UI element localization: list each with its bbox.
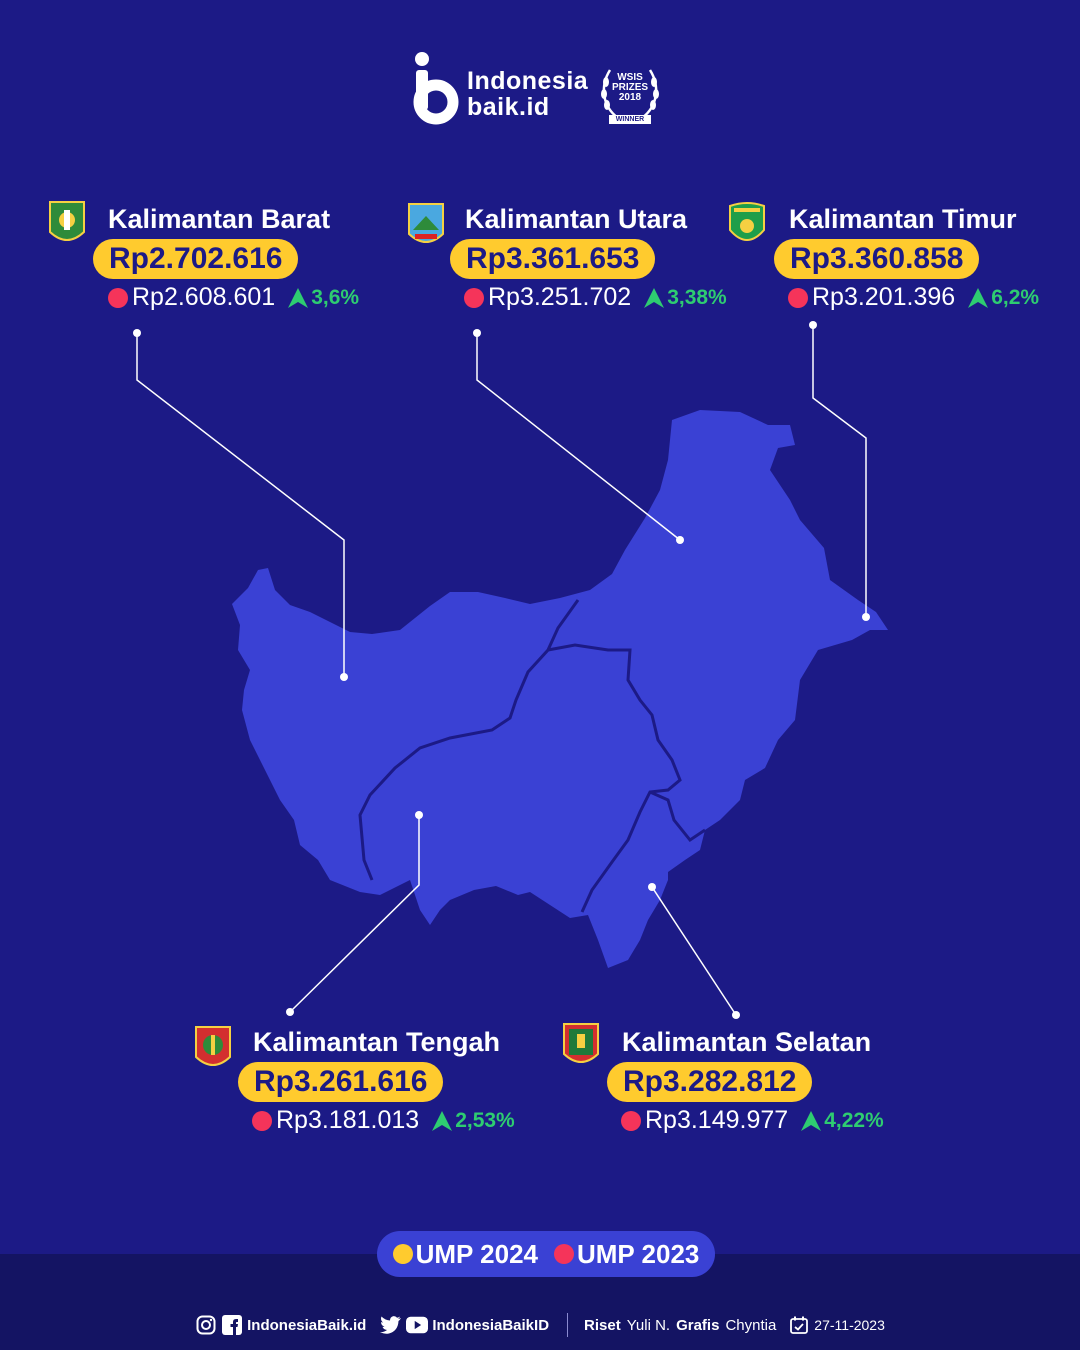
ump-2023-value: Rp3.181.013 <box>276 1106 420 1134</box>
growth-indicator: 2,53% <box>431 1109 515 1133</box>
instagram-icon[interactable] <box>195 1314 217 1336</box>
legend-item-ump-2024: UMP 2024 <box>392 1238 538 1270</box>
kalteng-emblem-icon <box>195 1026 231 1066</box>
kalut-emblem-icon <box>408 203 444 243</box>
ump-2023-row: Rp2.608.601 3,6% <box>108 283 359 312</box>
arrow-up-icon <box>644 287 665 308</box>
region-name: Kalimantan Utara <box>465 204 688 234</box>
legend-dot-yellow <box>392 1244 413 1264</box>
laurel-icon <box>601 69 659 119</box>
growth-value: 3,38% <box>667 285 727 309</box>
footer-divider <box>567 1313 569 1337</box>
growth-indicator: 3,38% <box>643 286 727 310</box>
wsis-award-text: WSIS PRIZES 2018 <box>611 72 649 103</box>
region-name: Kalimantan Barat <box>108 204 331 234</box>
legend-dot-red <box>554 1244 574 1264</box>
brand-name: Indonesia baik.id <box>467 68 588 120</box>
leader-lines <box>136 325 867 1016</box>
arrow-up-icon <box>288 287 309 308</box>
kalbar-emblem-icon <box>49 201 85 241</box>
wsis-award-badge: WSIS PRIZES 2018 WINNER <box>598 62 668 132</box>
growth-indicator: 3,6% <box>287 286 359 310</box>
legend-item-ump-2023: UMP 2023 <box>554 1239 699 1270</box>
ump-2023-dot <box>252 1110 272 1131</box>
footer-date: 27-11-2023 <box>814 1317 885 1333</box>
ump-2023-dot <box>108 287 128 308</box>
growth-indicator: 6,2% <box>967 286 1039 310</box>
arrow-up-icon <box>801 1110 822 1131</box>
kalsel-emblem-icon <box>563 1023 599 1063</box>
growth-value: 6,2% <box>991 285 1040 309</box>
riset-label: Riset <box>584 1316 621 1334</box>
calendar-icon <box>788 1314 810 1336</box>
brand-line1: Indonesia <box>467 67 589 95</box>
kaltim-emblem-icon <box>729 202 765 241</box>
twitter-icon[interactable] <box>380 1314 402 1336</box>
legend-label: UMP 2024 <box>415 1238 538 1269</box>
grafis-name: Chyntia <box>725 1316 777 1334</box>
facebook-icon[interactable] <box>221 1314 243 1336</box>
ump-2023-dot <box>464 287 484 308</box>
ump-2023-dot <box>621 1110 641 1131</box>
ump-2023-value: Rp2.608.601 <box>132 283 276 311</box>
arrow-up-icon <box>968 287 989 308</box>
growth-value: 4,22% <box>824 1108 884 1132</box>
ump-2023-row: Rp3.201.396 6,2% <box>788 283 1039 312</box>
riset-name: Yuli N. <box>626 1316 671 1334</box>
kalimantan-island-shape <box>232 410 888 968</box>
indonesiabaik-logo-icon <box>413 52 459 125</box>
footer-handle-2[interactable]: IndonesiaBaikID <box>432 1316 550 1334</box>
grafis-label: Grafis <box>676 1316 720 1334</box>
leader-dots <box>133 321 870 1019</box>
ump-2024-value: Rp2.702.616 <box>93 239 299 279</box>
ump-2024-value: Rp3.361.653 <box>450 239 656 279</box>
ump-2023-row: Rp3.181.013 2,53% <box>252 1106 515 1135</box>
footer-handle-1[interactable]: IndonesiaBaik.id <box>247 1316 367 1334</box>
ump-2023-value: Rp3.251.702 <box>488 283 632 311</box>
growth-value: 3,6% <box>311 285 360 309</box>
legend: UMP 2024 UMP 2023 <box>377 1231 715 1277</box>
growth-indicator: 4,22% <box>800 1109 884 1133</box>
ump-2024-value: Rp3.360.858 <box>774 239 980 279</box>
ump-2023-row: Rp3.251.702 3,38% <box>464 283 727 312</box>
ump-2023-value: Rp3.201.396 <box>812 283 956 311</box>
youtube-icon[interactable] <box>406 1314 429 1336</box>
legend-label: UMP 2023 <box>577 1238 700 1269</box>
wsis-winner-label: WINNER <box>609 115 651 124</box>
growth-value: 2,53% <box>455 1108 515 1132</box>
ump-2023-value: Rp3.149.977 <box>645 1106 789 1134</box>
brand-logo: Indonesia baik.id WSIS PRIZES 2018 WINNE… <box>412 48 672 138</box>
region-name: Kalimantan Timur <box>789 204 1017 234</box>
province-borders <box>358 599 706 913</box>
brand-line2: baik.id <box>467 93 550 121</box>
ump-2024-value: Rp3.261.616 <box>238 1062 444 1102</box>
ump-2023-dot <box>788 287 808 308</box>
ump-2023-row: Rp3.149.977 4,22% <box>621 1106 884 1135</box>
arrow-up-icon <box>432 1110 453 1131</box>
region-name: Kalimantan Tengah <box>253 1027 501 1057</box>
ump-2024-value: Rp3.282.812 <box>607 1062 813 1102</box>
footer-credits: IndonesiaBaik.id IndonesiaBaikID Riset Y… <box>0 1308 1080 1342</box>
region-name: Kalimantan Selatan <box>622 1027 872 1057</box>
